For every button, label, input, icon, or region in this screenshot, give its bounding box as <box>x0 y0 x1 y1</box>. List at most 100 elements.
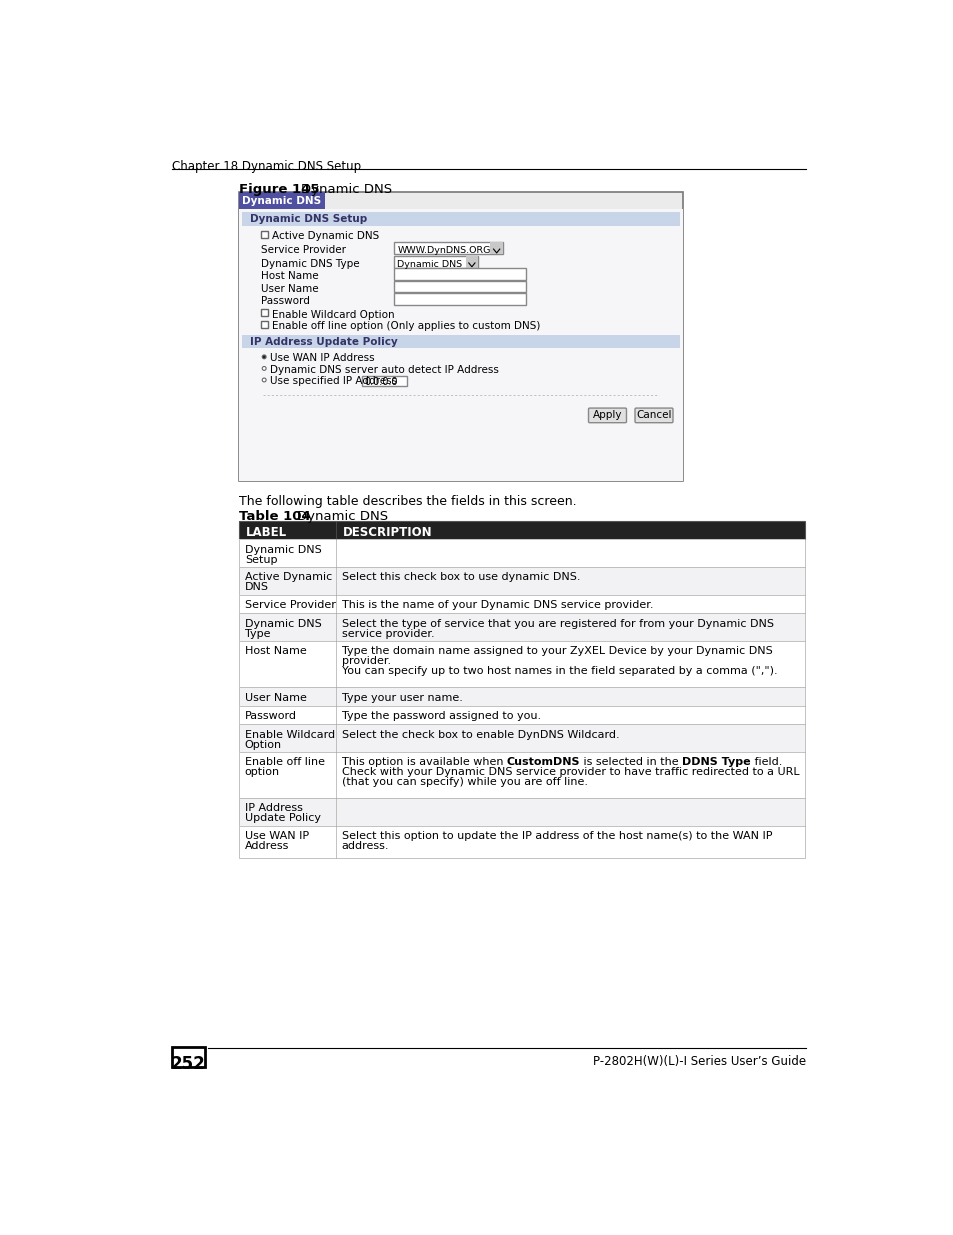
Text: Address: Address <box>245 841 289 851</box>
Bar <box>261 321 268 327</box>
Bar <box>239 595 804 614</box>
Bar <box>239 705 804 724</box>
Text: DDNS Type: DDNS Type <box>681 757 750 767</box>
Bar <box>239 521 804 540</box>
Text: Enable Wildcard: Enable Wildcard <box>245 730 335 740</box>
Text: provider.: provider. <box>341 656 391 667</box>
Bar <box>361 377 406 387</box>
Text: Enable off line: Enable off line <box>245 757 324 767</box>
Text: Select this check box to use dynamic DNS.: Select this check box to use dynamic DNS… <box>341 573 579 583</box>
Text: Dynamic DNS: Dynamic DNS <box>397 259 462 269</box>
Text: is selected in the: is selected in the <box>579 757 681 767</box>
Text: Setup: Setup <box>245 555 277 564</box>
Bar <box>239 567 804 595</box>
Text: P-2802H(W)(L)-I Series User’s Guide: P-2802H(W)(L)-I Series User’s Guide <box>592 1055 805 1068</box>
Text: Password: Password <box>245 711 296 721</box>
Text: Select the type of service that you are registered for from your Dynamic DNS: Select the type of service that you are … <box>341 619 773 629</box>
Text: Service Provider: Service Provider <box>261 246 346 256</box>
Text: Password: Password <box>261 296 310 306</box>
Text: Enable off line option (Only applies to custom DNS): Enable off line option (Only applies to … <box>272 321 539 331</box>
Text: Use WAN IP: Use WAN IP <box>245 831 309 841</box>
Text: Dynamic DNS: Dynamic DNS <box>297 510 388 524</box>
Bar <box>241 335 679 348</box>
Text: Use WAN IP Address: Use WAN IP Address <box>270 353 375 363</box>
Bar <box>241 212 679 226</box>
Text: Active Dynamic: Active Dynamic <box>245 573 332 583</box>
Bar <box>261 309 268 316</box>
Text: Dynamic DNS: Dynamic DNS <box>301 183 392 196</box>
Bar <box>239 193 682 480</box>
Bar <box>239 540 804 567</box>
Bar <box>239 705 804 724</box>
Bar <box>239 595 804 614</box>
FancyBboxPatch shape <box>635 408 672 422</box>
Bar <box>239 724 804 752</box>
Text: Cancel: Cancel <box>636 410 671 420</box>
Text: Update Policy: Update Policy <box>245 814 320 824</box>
Text: Host Name: Host Name <box>245 646 306 656</box>
Bar <box>239 641 804 687</box>
Text: Active Dynamic DNS: Active Dynamic DNS <box>272 231 378 241</box>
Bar <box>239 567 804 595</box>
Text: Dynamic DNS Setup: Dynamic DNS Setup <box>250 215 367 225</box>
Text: Select this option to update the IP address of the host name(s) to the WAN IP: Select this option to update the IP addr… <box>341 831 771 841</box>
Text: Use specified IP Address: Use specified IP Address <box>270 377 397 387</box>
Text: IP Address: IP Address <box>245 804 302 814</box>
Text: The following table describes the fields in this screen.: The following table describes the fields… <box>239 495 577 508</box>
Bar <box>239 687 804 705</box>
Bar <box>239 614 804 641</box>
Text: 0.0.0.0: 0.0.0.0 <box>364 377 397 387</box>
Circle shape <box>262 378 266 382</box>
Text: You can specify up to two host names in the field separated by a comma (",").: You can specify up to two host names in … <box>341 667 777 677</box>
Text: Dynamic DNS Type: Dynamic DNS Type <box>261 259 359 269</box>
FancyBboxPatch shape <box>588 408 626 422</box>
Bar <box>239 826 804 858</box>
Text: Select the check box to enable DynDNS Wildcard.: Select the check box to enable DynDNS Wi… <box>341 730 618 740</box>
Bar <box>239 724 804 752</box>
Bar <box>239 798 804 826</box>
Bar <box>239 798 804 826</box>
Bar <box>239 614 804 641</box>
Bar <box>465 256 477 268</box>
Text: Type your user name.: Type your user name. <box>341 693 462 703</box>
Text: Table 104: Table 104 <box>239 510 311 524</box>
Bar <box>394 242 502 254</box>
Bar <box>239 826 804 858</box>
Text: IP Address Update Policy: IP Address Update Policy <box>250 337 397 347</box>
Text: WWW.DynDNS.ORG: WWW.DynDNS.ORG <box>397 246 491 254</box>
Bar <box>394 268 525 280</box>
Text: Type the password assigned to you.: Type the password assigned to you. <box>341 711 540 721</box>
Text: Figure 145: Figure 145 <box>239 183 319 196</box>
Text: Dynamic DNS: Dynamic DNS <box>245 545 321 555</box>
Text: User Name: User Name <box>261 284 318 294</box>
Text: Check with your Dynamic DNS service provider to have traffic redirected to a URL: Check with your Dynamic DNS service prov… <box>341 767 799 777</box>
Text: CustomDNS: CustomDNS <box>506 757 579 767</box>
Bar <box>394 280 525 293</box>
Text: Host Name: Host Name <box>261 272 318 282</box>
Text: service provider.: service provider. <box>341 629 434 638</box>
Bar <box>239 209 682 480</box>
Text: DNS: DNS <box>245 583 269 593</box>
Text: 252: 252 <box>171 1055 206 1073</box>
Text: Service Provider: Service Provider <box>245 600 335 610</box>
Text: (that you can specify) while you are off line.: (that you can specify) while you are off… <box>341 777 587 787</box>
Text: Dynamic DNS: Dynamic DNS <box>245 619 321 629</box>
Bar <box>239 752 804 798</box>
Text: Dynamic DNS server auto detect IP Address: Dynamic DNS server auto detect IP Addres… <box>270 364 498 374</box>
Bar <box>239 193 324 209</box>
Text: Type the domain name assigned to your ZyXEL Device by your Dynamic DNS: Type the domain name assigned to your Zy… <box>341 646 772 656</box>
Text: DESCRIPTION: DESCRIPTION <box>342 526 432 538</box>
Text: Type: Type <box>245 629 270 638</box>
Text: address.: address. <box>341 841 389 851</box>
Circle shape <box>262 367 266 370</box>
Bar <box>239 540 804 567</box>
Text: Option: Option <box>245 740 282 750</box>
Bar <box>394 293 525 305</box>
Bar <box>239 687 804 705</box>
Circle shape <box>262 354 266 359</box>
Text: field.: field. <box>750 757 781 767</box>
Bar <box>490 242 502 254</box>
Text: Chapter 18 Dynamic DNS Setup: Chapter 18 Dynamic DNS Setup <box>172 159 360 173</box>
Text: Apply: Apply <box>592 410 621 420</box>
Bar <box>172 1047 204 1067</box>
